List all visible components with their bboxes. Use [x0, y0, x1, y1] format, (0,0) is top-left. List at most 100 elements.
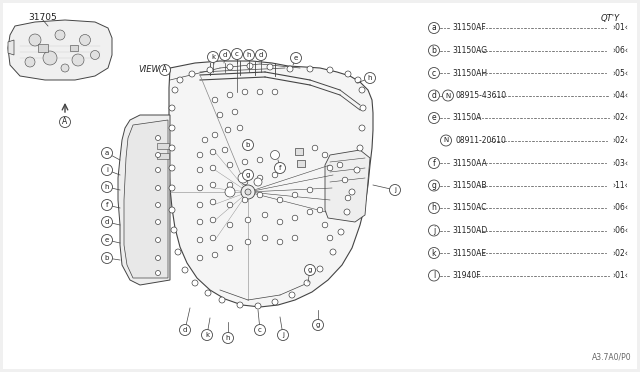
Circle shape	[210, 217, 216, 223]
Circle shape	[223, 333, 234, 343]
Circle shape	[307, 66, 313, 72]
Text: ›11‹: ›11‹	[612, 181, 628, 190]
Circle shape	[197, 219, 203, 225]
Circle shape	[357, 145, 363, 151]
Circle shape	[210, 199, 216, 205]
FancyBboxPatch shape	[157, 143, 169, 149]
Circle shape	[207, 51, 218, 62]
Circle shape	[359, 87, 365, 93]
Text: g: g	[308, 267, 312, 273]
Text: h: h	[105, 184, 109, 190]
Polygon shape	[124, 120, 168, 278]
Text: VIEW: VIEW	[138, 65, 160, 74]
Circle shape	[192, 280, 198, 286]
Circle shape	[169, 145, 175, 151]
Circle shape	[257, 157, 263, 163]
Text: ›03‹: ›03‹	[612, 158, 628, 167]
FancyBboxPatch shape	[295, 148, 303, 155]
Circle shape	[345, 71, 351, 77]
Circle shape	[355, 77, 361, 83]
Circle shape	[440, 135, 451, 146]
Text: k: k	[432, 248, 436, 257]
Circle shape	[156, 186, 161, 190]
Text: c: c	[432, 68, 436, 77]
Circle shape	[102, 164, 113, 176]
Circle shape	[429, 180, 440, 191]
Circle shape	[156, 202, 161, 208]
Circle shape	[272, 89, 278, 95]
Circle shape	[292, 215, 298, 221]
FancyBboxPatch shape	[297, 160, 305, 167]
Circle shape	[210, 235, 216, 241]
Circle shape	[429, 22, 440, 33]
Text: ›06‹: ›06‹	[612, 226, 628, 235]
Text: A: A	[62, 118, 68, 126]
Circle shape	[102, 253, 113, 263]
Circle shape	[255, 324, 266, 336]
Circle shape	[243, 49, 255, 61]
Polygon shape	[325, 150, 370, 222]
Circle shape	[169, 207, 175, 213]
Circle shape	[102, 182, 113, 192]
Circle shape	[292, 192, 298, 198]
Circle shape	[169, 165, 175, 171]
Text: g: g	[316, 322, 320, 328]
Circle shape	[197, 237, 203, 243]
Text: h: h	[226, 335, 230, 341]
Circle shape	[169, 125, 175, 131]
Circle shape	[197, 202, 203, 208]
Text: b: b	[431, 46, 436, 55]
FancyBboxPatch shape	[70, 45, 78, 51]
Text: l: l	[433, 271, 435, 280]
Text: h: h	[431, 203, 436, 212]
Text: ›06‹: ›06‹	[612, 46, 628, 55]
Circle shape	[238, 173, 248, 183]
Text: k: k	[205, 332, 209, 338]
Circle shape	[272, 299, 278, 305]
Circle shape	[102, 234, 113, 246]
Circle shape	[179, 324, 191, 336]
Circle shape	[354, 167, 360, 173]
Circle shape	[242, 179, 248, 185]
Circle shape	[227, 162, 233, 168]
Text: f: f	[279, 165, 281, 171]
FancyBboxPatch shape	[38, 44, 48, 52]
FancyBboxPatch shape	[3, 3, 637, 369]
Circle shape	[242, 159, 248, 165]
Text: ›02‹: ›02‹	[612, 248, 628, 257]
Text: h: h	[368, 75, 372, 81]
Circle shape	[172, 87, 178, 93]
Circle shape	[442, 90, 454, 101]
Circle shape	[177, 77, 183, 83]
Circle shape	[245, 239, 251, 245]
Circle shape	[254, 178, 262, 186]
Circle shape	[277, 219, 283, 225]
Circle shape	[271, 151, 280, 160]
Circle shape	[307, 209, 313, 215]
Circle shape	[317, 207, 323, 213]
Text: ›04‹: ›04‹	[612, 91, 628, 100]
Circle shape	[232, 109, 238, 115]
Circle shape	[245, 217, 251, 223]
Polygon shape	[8, 20, 112, 80]
Circle shape	[342, 177, 348, 183]
Circle shape	[43, 51, 57, 65]
Circle shape	[156, 167, 161, 173]
Circle shape	[278, 330, 289, 340]
Circle shape	[237, 302, 243, 308]
Circle shape	[227, 202, 233, 208]
Circle shape	[267, 64, 273, 70]
Circle shape	[429, 157, 440, 169]
Circle shape	[102, 217, 113, 228]
Text: g: g	[246, 172, 250, 178]
Circle shape	[317, 266, 323, 272]
Text: c: c	[235, 51, 239, 57]
Circle shape	[292, 235, 298, 241]
Circle shape	[232, 48, 243, 60]
Text: h: h	[247, 52, 252, 58]
Text: c: c	[258, 327, 262, 333]
Circle shape	[349, 189, 355, 195]
Circle shape	[291, 52, 301, 64]
Circle shape	[255, 303, 261, 309]
Text: 08911-20610: 08911-20610	[456, 136, 507, 145]
